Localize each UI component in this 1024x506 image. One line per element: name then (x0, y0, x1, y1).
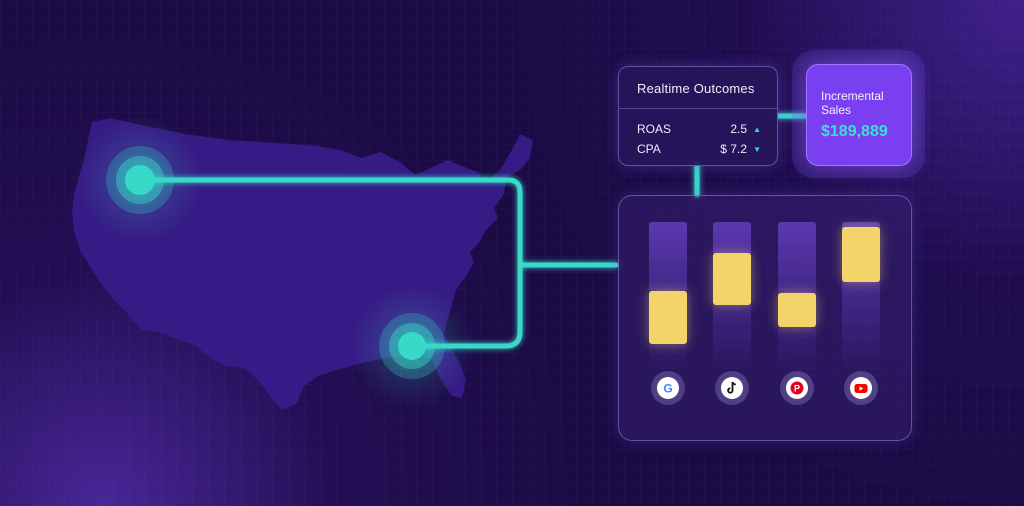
connector-west (137, 177, 523, 349)
tiktok-icon (727, 381, 736, 394)
incremental-sales-card: Incremental Sales $189,889 (806, 64, 912, 166)
pinterest-icon: P (790, 381, 804, 395)
metric-name: ROAS (637, 122, 672, 136)
channel-chart-card: G P (618, 195, 912, 441)
svg-text:P: P (794, 384, 800, 394)
metric-value: $ 7.2 (720, 142, 747, 156)
platform-youtube (844, 371, 878, 405)
trend-up-icon: ▲ (753, 125, 761, 134)
realtime-outcomes-card: Realtime Outcomes ROAS 2.5 ▲ CPA $ 7.2 ▼ (618, 66, 778, 166)
node-west (76, 116, 204, 244)
node-southeast (350, 284, 474, 408)
bar-google (649, 291, 687, 344)
bar-tiktok (713, 253, 751, 305)
outcomes-title: Realtime Outcomes (637, 81, 755, 96)
sales-value: $189,889 (821, 123, 888, 140)
platform-tiktok (715, 371, 749, 405)
bar-pinterest (778, 293, 816, 327)
trend-down-icon: ▼ (753, 145, 761, 154)
sales-label: Incremental Sales (821, 89, 884, 117)
youtube-icon (854, 384, 868, 393)
svg-text:G: G (663, 382, 672, 396)
metric-value: 2.5 (730, 122, 747, 136)
google-icon: G (663, 382, 672, 396)
outcomes-divider (619, 108, 777, 109)
metric-row-roas: ROAS 2.5 ▲ (637, 122, 761, 138)
platform-google: G (651, 371, 685, 405)
metric-name: CPA (637, 142, 661, 156)
bar-youtube (842, 227, 880, 282)
connector-lines (137, 113, 809, 349)
platform-pinterest: P (780, 371, 814, 405)
metric-row-cpa: CPA $ 7.2 ▼ (637, 142, 761, 158)
